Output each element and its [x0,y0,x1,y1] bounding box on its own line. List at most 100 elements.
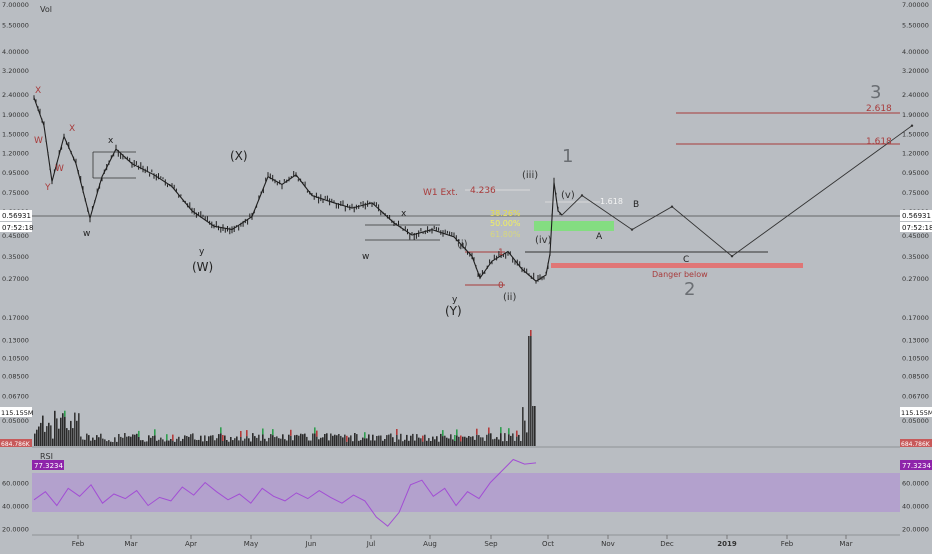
volume-bar [358,440,360,446]
label-v: (v) [561,190,575,201]
volume-bar [436,436,438,446]
volume-bar [460,441,462,446]
volume-bar [44,431,46,446]
y-tick-left-16: 0.10500 [2,355,29,363]
x-tick-1: Mar [124,540,137,548]
projection-point-0 [580,194,584,197]
svg-text:0.56931: 0.56931 [2,212,31,220]
x-axis: Feb Mar Apr May Jun Jul Aug Sep Oct Nov Dec 2019 Feb… [72,535,853,548]
volume-bar [92,437,94,446]
label-W-main: (W) [192,260,213,274]
volume-bar [154,435,156,446]
y-tick-right-15: 0.13000 [902,337,929,345]
x-tick-9: Nov [601,540,615,548]
volume-bar [250,441,252,446]
volume-bar [124,433,126,446]
volume-bar [216,438,218,446]
y-tick-left-19: 0.05000 [2,417,29,425]
volume-bar [464,436,466,446]
volume-bar [524,420,526,446]
y-tick-left-6: 1.50000 [2,131,29,139]
y-tick-right-18: 0.06700 [902,392,929,400]
label-iii: (iii) [522,170,538,181]
volume-bar [474,439,476,446]
svg-text:115.155M: 115.155M [1,409,34,417]
y-tick-right-12: 0.35000 [902,253,929,261]
volume-bar [352,441,354,446]
svg-text:07:52:18: 07:52:18 [2,224,33,232]
svg-text:77.3234: 77.3234 [34,462,63,470]
volume-bar [388,434,390,446]
volume-bar [530,336,532,446]
y-tick-right-16: 0.10500 [902,355,929,363]
volume-bar [390,433,392,446]
volume-bar [466,437,468,446]
volume-bar-accent [64,410,66,417]
label-Y1: Y [44,183,51,193]
x-tick-5: Jul [366,540,376,548]
volume-bar [298,435,300,446]
rsi-tick-left-0: 60.0000 [2,480,29,488]
y-tick-left-15: 0.13000 [2,337,29,345]
volume-bar [74,412,76,446]
volume-bar [446,437,448,446]
volume-bar-accent [488,427,490,434]
volume-bar [208,436,210,446]
label-zero: 0 [498,281,504,291]
label-B: B [633,200,639,210]
volume-bar [120,436,122,446]
rsi-overbought-band [32,473,900,512]
volume-bar [462,436,464,446]
volume-bar [76,420,78,446]
y-tick-left-8: 0.95000 [2,169,29,177]
volume-bar [174,441,176,446]
volume-bar-accent [508,428,510,435]
volume-bar-accent [346,435,348,442]
x-tick-11: 2019 [717,540,737,548]
volume-bar [338,434,340,446]
volume-bar [494,438,496,446]
volume-bar [354,433,356,446]
volume-bar [478,435,480,446]
volume-bar [80,436,82,446]
volume-bars [34,330,536,446]
label-3-big: 3 [870,82,881,103]
volume-bar [204,435,206,446]
volume-bar [346,441,348,446]
volume-bar [378,435,380,446]
volume-bar [526,432,528,446]
volume-bar [274,437,276,446]
volume-bar [226,440,228,446]
volume-bar [118,434,120,446]
volume-bar [114,437,116,446]
volume-bar [206,441,208,446]
label-w-small: w [83,229,90,239]
volume-bar [406,434,408,446]
volume-bar [364,438,366,446]
volume-bar [440,433,442,446]
volume-bar-accent [460,435,462,442]
volume-bar [488,433,490,446]
volume-bar [342,437,344,446]
wave-labels-medium: (W) (X) (Y) [192,149,462,318]
rsi-line [33,458,537,527]
volume-bar [142,440,144,446]
volume-bar-accent [422,435,424,442]
y-tick-right-19: 0.05000 [902,417,929,425]
volume-bar-accent [530,330,532,336]
y-tick-left-9: 0.75000 [2,189,29,197]
rsi-tick-right-1: 40.0000 [902,503,929,511]
volume-bar [218,434,220,446]
volume-bar-accent [172,434,174,441]
x-tick-4: Jun [305,540,317,548]
volume-bar-accent [290,429,292,436]
volume-bar [84,439,86,446]
rsi-axis: 60.0000 60.0000 40.0000 40.0000 20.0000 20.00… [2,480,929,534]
volume-bar [222,441,224,446]
volume-bar [64,416,66,446]
wave-labels-red: X W W X Y W1 Ext. 4.236 2.618 1.618 0 1 [34,86,892,291]
svg-text:77.3234: 77.3234 [902,462,931,470]
projection-path [561,124,914,258]
